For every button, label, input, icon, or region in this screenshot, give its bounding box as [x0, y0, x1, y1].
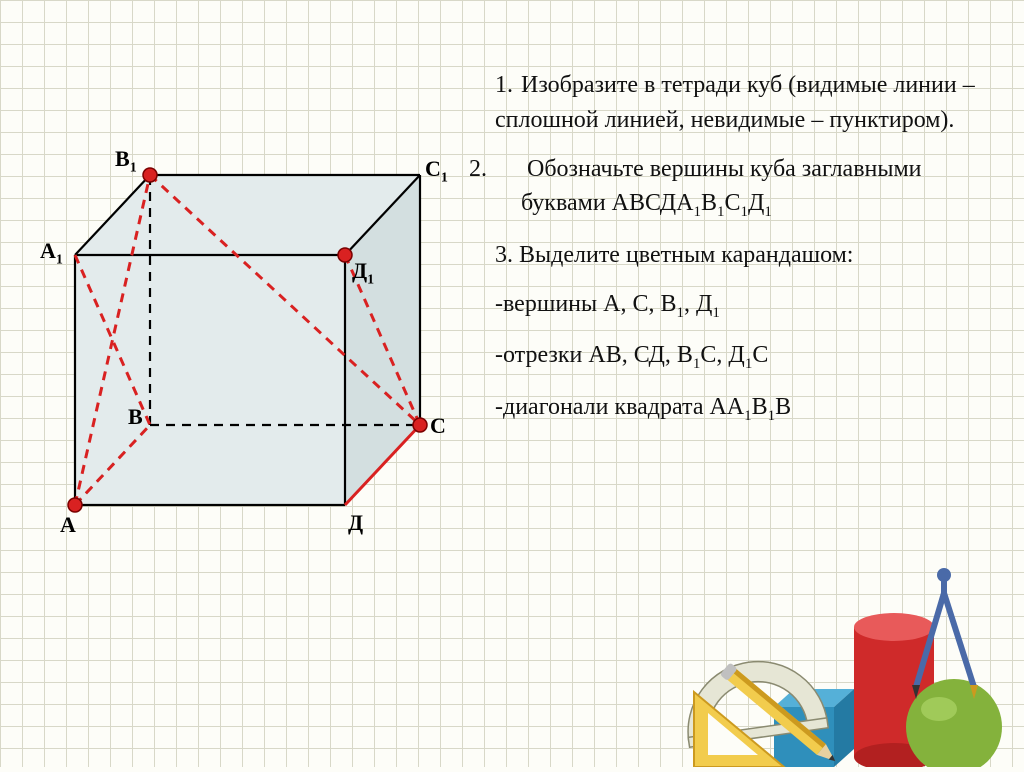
vertex-B1: [143, 168, 157, 182]
label-D1: Д1: [352, 258, 374, 288]
label-B: В: [128, 404, 143, 430]
task-text: 1.Изобразите в тетради куб (видимые лини…: [495, 68, 1005, 441]
label-C1: С1: [425, 156, 448, 186]
task-3-line2: -отрезки АВ, СД, В1С, Д1С: [495, 338, 1005, 376]
task-2: 2. Обозначьте вершины куба заглавными бу…: [495, 152, 1005, 224]
decor-svg: [674, 547, 1014, 767]
label-C: С: [430, 413, 446, 439]
task-3-line1: -вершины А, С, В1, Д1: [495, 287, 1005, 325]
label-D: Д: [348, 510, 363, 536]
task-3: 3. Выделите цветным карандашом:: [495, 238, 1005, 273]
task-3-line3: -диагонали квадрата АА1В1В: [495, 390, 1005, 428]
cube-svg: [20, 80, 470, 550]
decorative-shapes: [674, 547, 1014, 767]
label-B1: В1: [115, 146, 137, 176]
cube-face-front: [75, 255, 345, 505]
label-A1: А1: [40, 238, 63, 268]
cube-diagram: В1 С1 А1 Д1 В С А Д: [20, 80, 470, 520]
vertex-C: [413, 418, 427, 432]
vertex-A: [68, 498, 82, 512]
label-A: А: [60, 512, 76, 538]
vertex-D1: [338, 248, 352, 262]
task-1: 1.Изобразите в тетради куб (видимые лини…: [495, 68, 1005, 138]
